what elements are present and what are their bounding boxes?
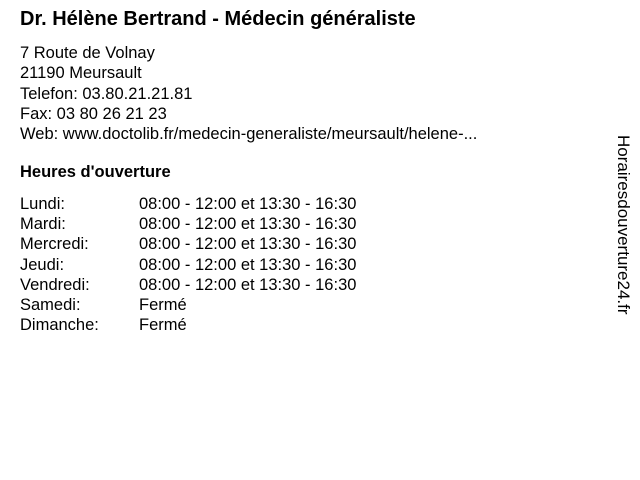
day-hours: Fermé [139, 296, 187, 315]
hours-row: Lundi: 08:00 - 12:00 et 13:30 - 16:30 [20, 194, 356, 214]
day-label: Mardi: [20, 215, 66, 234]
street: 7 Route de Volnay [20, 44, 155, 62]
day-label: Samedi: [20, 296, 81, 315]
day-hours: Fermé [139, 316, 187, 335]
address-block: 7 Route de Volnay 21190 Meursault Telefo… [20, 43, 477, 144]
day-label: Jeudi: [20, 255, 65, 274]
day-hours: 08:00 - 12:00 et 13:30 - 16:30 [139, 235, 357, 254]
day-hours: 08:00 - 12:00 et 13:30 - 16:30 [139, 215, 357, 234]
hours-heading: Heures d'ouverture [20, 163, 171, 181]
hours-row: Mardi: 08:00 - 12:00 et 13:30 - 16:30 [20, 214, 356, 234]
day-label: Mercredi: [20, 235, 89, 254]
day-hours: 08:00 - 12:00 et 13:30 - 16:30 [139, 255, 357, 274]
hours-row: Vendredi: 08:00 - 12:00 et 13:30 - 16:30 [20, 275, 356, 295]
day-label: Lundi: [20, 195, 65, 213]
day-label: Vendredi: [20, 275, 90, 294]
hours-row: Dimanche: Fermé [20, 315, 356, 335]
day-hours: 08:00 - 12:00 et 13:30 - 16:30 [139, 195, 357, 213]
fax: Fax: 03 80 26 21 23 [20, 104, 167, 123]
page-title: Dr. Hélène Bertrand - Médecin généralist… [20, 8, 416, 30]
hours-row: Jeudi: 08:00 - 12:00 et 13:30 - 16:30 [20, 255, 356, 275]
day-hours: 08:00 - 12:00 et 13:30 - 16:30 [139, 275, 357, 294]
hours-row: Mercredi: 08:00 - 12:00 et 13:30 - 16:30 [20, 234, 356, 254]
hours-table: Lundi: 08:00 - 12:00 et 13:30 - 16:30 Mar… [20, 194, 356, 335]
hours-row: Samedi: Fermé [20, 295, 356, 315]
phone: Telefon: 03.80.21.21.81 [20, 84, 193, 103]
day-label: Dimanche: [20, 316, 99, 335]
website: Web: www.doctolib.fr/medecin-generaliste… [20, 125, 478, 144]
city: 21190 Meursault [20, 64, 142, 83]
watermark: Horairesdouverture24.fr [614, 135, 633, 315]
